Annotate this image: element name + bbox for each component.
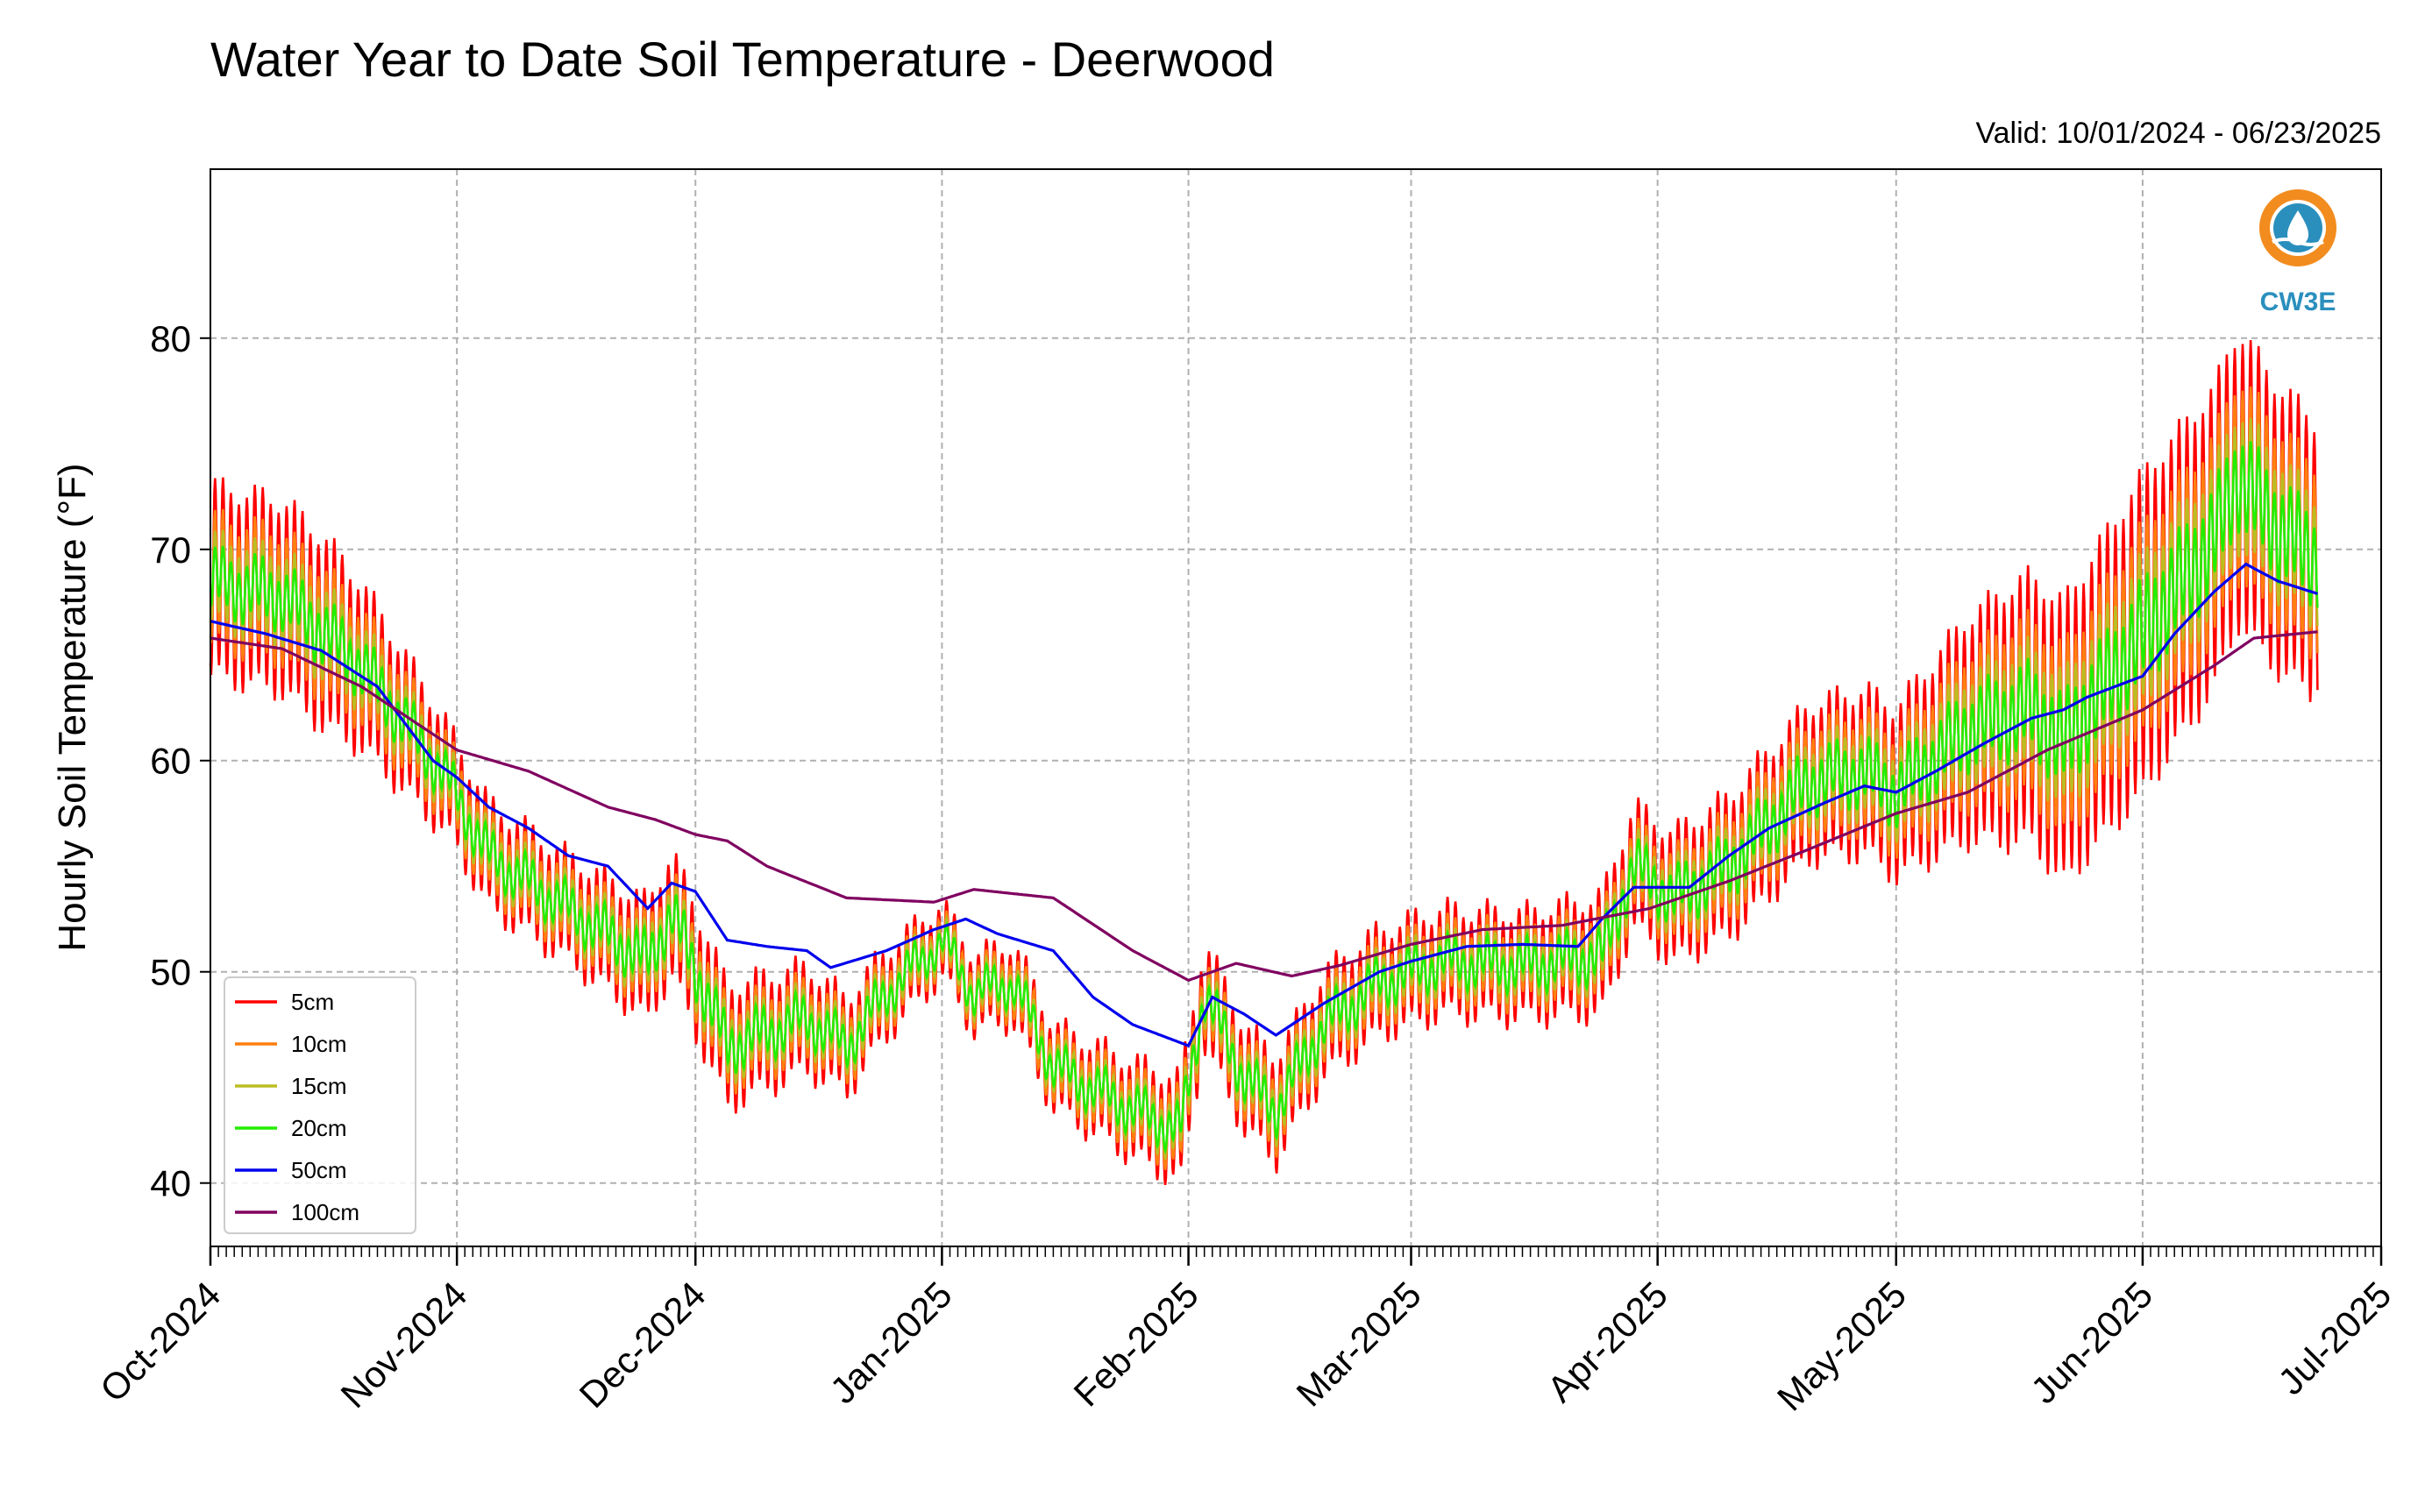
- axis-ticks: 40 50 60 70 80 Oct-2024 Nov-2024 Dec-2024 Jan-20…: [92, 318, 2399, 1419]
- series-line-50cm: [210, 562, 2318, 1048]
- logo-text: CW3E: [2260, 287, 2336, 316]
- y-tick-label: 40: [150, 1163, 191, 1204]
- y-axis-label: Hourly Soil Temperature (°F): [51, 463, 94, 951]
- x-tick-label: Mar-2025: [1289, 1274, 1429, 1414]
- y-tick-label: 50: [150, 952, 191, 993]
- series-line-100cm: [210, 630, 2318, 983]
- gridlines: [210, 169, 2381, 1246]
- series-line-20cm: [209, 441, 2319, 1155]
- legend-label-100cm: 100cm: [291, 1199, 359, 1225]
- logo-wave: [2272, 238, 2324, 246]
- x-tick-label: Oct-2024: [92, 1274, 228, 1409]
- chart-title: Water Year to Date Soil Temperature - De…: [210, 32, 1275, 87]
- legend-label-50cm: 50cm: [291, 1157, 347, 1183]
- cw3e-logo: CW3E: [2259, 189, 2336, 316]
- legend: 5cm 10cm 15cm 20cm 50cm 100cm: [224, 976, 416, 1234]
- series-group: [209, 340, 2319, 1186]
- x-tick-label: Nov-2024: [333, 1274, 475, 1416]
- x-tick-label: Dec-2024: [572, 1274, 714, 1416]
- x-tick-label: Jan-2025: [822, 1274, 960, 1411]
- chart-subtitle: Valid: 10/01/2024 - 06/23/2025: [1975, 117, 2381, 150]
- legend-box: [224, 976, 416, 1234]
- y-tick-label: 80: [150, 318, 191, 359]
- water-drop-icon: [2287, 210, 2308, 245]
- y-tick-label: 60: [150, 741, 191, 782]
- plot-frame: [210, 168, 2382, 1247]
- x-tick-label: Feb-2025: [1066, 1274, 1206, 1414]
- y-tick-label: 70: [150, 529, 191, 571]
- x-tick-label: May-2025: [1769, 1274, 1914, 1418]
- legend-label-10cm: 10cm: [291, 1031, 347, 1057]
- x-tick-label: Jun-2025: [2023, 1274, 2160, 1411]
- x-tick-label: Apr-2025: [1540, 1274, 1675, 1409]
- legend-label-15cm: 15cm: [291, 1073, 347, 1099]
- legend-label-5cm: 5cm: [291, 989, 334, 1015]
- x-minor-ticks: [210, 1246, 2382, 1257]
- x-minor-tick-path: [210, 1246, 2382, 1257]
- x-tick-label: Jul-2025: [2270, 1274, 2399, 1402]
- legend-label-20cm: 20cm: [291, 1115, 347, 1141]
